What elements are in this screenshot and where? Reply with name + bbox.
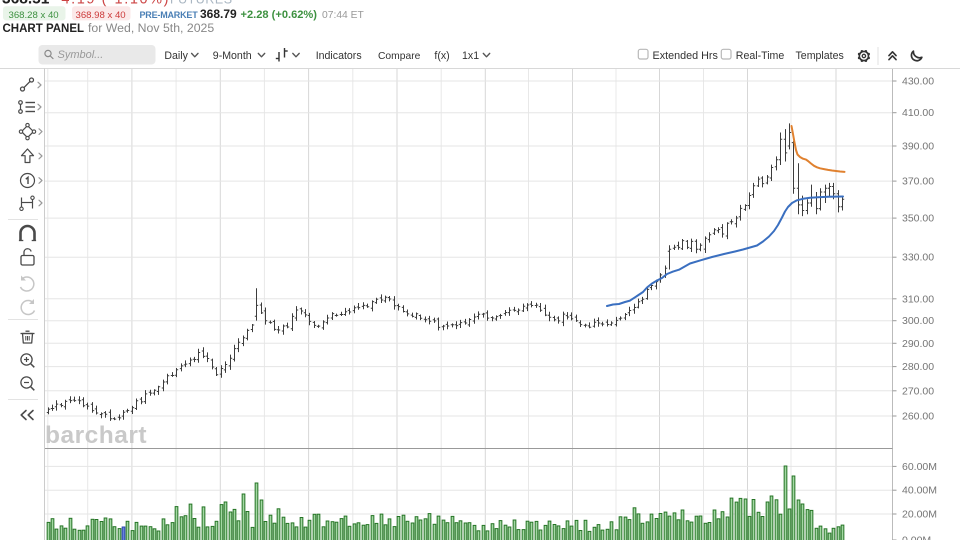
- svg-text:368.28 x 40: 368.28 x 40: [9, 10, 59, 21]
- svg-text:FUTURES: FUTURES: [170, 0, 233, 7]
- svg-text:Compare: Compare: [378, 51, 421, 62]
- svg-text:40.00M: 40.00M: [902, 485, 937, 497]
- svg-text:Extended Hrs: Extended Hrs: [653, 50, 719, 62]
- svg-text:60.00M: 60.00M: [902, 461, 937, 473]
- svg-text:9-Month: 9-Month: [213, 50, 252, 62]
- svg-text:barchart: barchart: [45, 422, 147, 449]
- svg-text:368.79: 368.79: [200, 7, 237, 21]
- svg-text:PRE-MARKET: PRE-MARKET: [140, 10, 199, 20]
- svg-text:Daily: Daily: [164, 50, 188, 62]
- svg-text:280.00: 280.00: [902, 361, 934, 373]
- svg-text:-4.19 (-1.10%): -4.19 (-1.10%): [55, 0, 170, 8]
- svg-text:290.00: 290.00: [902, 338, 934, 350]
- svg-text:for Wed, Nov 5th, 2025: for Wed, Nov 5th, 2025: [88, 21, 214, 35]
- svg-text:390.00: 390.00: [902, 141, 934, 153]
- svg-text:310.00: 310.00: [902, 293, 934, 305]
- svg-text:1x1: 1x1: [462, 50, 479, 62]
- svg-text:330.00: 330.00: [902, 252, 934, 264]
- svg-text:368.51: 368.51: [2, 0, 50, 8]
- svg-text:260.00: 260.00: [902, 411, 934, 423]
- svg-text:368.98 x 40: 368.98 x 40: [76, 10, 126, 21]
- svg-text:20.00M: 20.00M: [902, 509, 937, 521]
- svg-text:270.00: 270.00: [902, 385, 934, 397]
- svg-text:+2.28 (+0.62%): +2.28 (+0.62%): [241, 9, 318, 21]
- svg-text:350.00: 350.00: [902, 213, 934, 225]
- svg-text:0.00M: 0.00M: [902, 535, 931, 540]
- svg-text:Real-Time: Real-Time: [736, 50, 785, 62]
- svg-text:Indicators: Indicators: [316, 50, 362, 62]
- svg-text:430.00: 430.00: [902, 76, 934, 88]
- svg-text:f(x): f(x): [434, 50, 449, 62]
- svg-text:300.00: 300.00: [902, 315, 934, 327]
- svg-text:370.00: 370.00: [902, 176, 934, 188]
- svg-text:07:44 ET: 07:44 ET: [322, 10, 364, 21]
- svg-text:Symbol...: Symbol...: [58, 49, 104, 61]
- svg-text:410.00: 410.00: [902, 107, 934, 119]
- svg-text:CHART PANEL: CHART PANEL: [3, 23, 85, 35]
- svg-text:Templates: Templates: [796, 50, 844, 62]
